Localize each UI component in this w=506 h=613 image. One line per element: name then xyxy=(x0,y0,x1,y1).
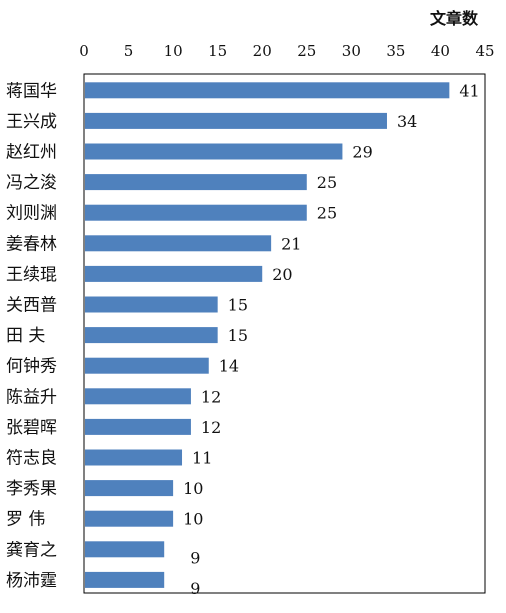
bar xyxy=(85,510,174,527)
bar xyxy=(85,541,165,558)
category-label: 罗 伟 xyxy=(6,510,45,530)
bar xyxy=(85,265,263,282)
data-label: 34 xyxy=(397,112,417,131)
x-tick-label: 5 xyxy=(124,42,134,60)
data-label: 12 xyxy=(201,387,221,406)
x-tick-label: 15 xyxy=(208,42,227,60)
category-label: 符志良 xyxy=(6,449,57,469)
data-label: 20 xyxy=(272,265,292,284)
category-label: 刘则渊 xyxy=(6,204,57,224)
x-tick-label: 30 xyxy=(342,42,361,60)
data-label: 25 xyxy=(317,204,337,223)
plot-area xyxy=(83,73,486,594)
x-tick-label: 10 xyxy=(164,42,183,60)
category-label: 王续琨 xyxy=(6,265,57,285)
bar xyxy=(85,357,209,374)
x-tick-label: 40 xyxy=(431,42,450,60)
category-label: 陈益升 xyxy=(6,387,57,407)
bar xyxy=(85,296,218,313)
x-tick-label: 35 xyxy=(386,42,405,60)
bar xyxy=(85,480,174,497)
x-tick-label: 45 xyxy=(475,42,494,60)
x-tick-label: 20 xyxy=(253,42,272,60)
bar xyxy=(85,204,307,221)
data-label: 14 xyxy=(219,357,239,376)
x-axis-title: 文章数 xyxy=(430,9,479,28)
data-label: 21 xyxy=(281,234,301,253)
category-label: 田 夫 xyxy=(6,326,45,346)
category-label: 冯之浚 xyxy=(6,173,57,193)
category-label: 杨沛霆 xyxy=(6,571,57,591)
x-tick-label: 0 xyxy=(79,42,89,60)
category-label: 王兴成 xyxy=(6,112,57,132)
data-label: 10 xyxy=(183,479,203,498)
data-label: 12 xyxy=(201,418,221,437)
bar xyxy=(85,174,307,191)
data-label: 9 xyxy=(190,579,200,598)
bar xyxy=(85,418,191,435)
category-label: 何钟秀 xyxy=(6,357,57,377)
bar xyxy=(85,327,218,344)
bar xyxy=(85,235,272,252)
bar xyxy=(85,388,191,405)
category-label: 张碧晖 xyxy=(6,418,57,438)
bar xyxy=(85,571,165,588)
category-label: 赵红州 xyxy=(6,143,57,163)
data-label: 29 xyxy=(352,143,372,162)
category-label: 关西普 xyxy=(6,296,57,316)
category-label: 李秀果 xyxy=(6,479,57,499)
data-label: 15 xyxy=(228,296,248,315)
category-label: 蒋国华 xyxy=(6,81,57,101)
data-label: 41 xyxy=(459,81,479,100)
data-label: 25 xyxy=(317,173,337,192)
category-label: 龚育之 xyxy=(6,540,57,560)
data-label: 15 xyxy=(228,326,248,345)
bar xyxy=(85,143,343,160)
bar xyxy=(85,82,450,99)
x-tick-label: 25 xyxy=(297,42,316,60)
data-label: 9 xyxy=(190,548,200,567)
category-label: 姜春林 xyxy=(6,234,57,254)
data-label: 11 xyxy=(192,449,212,468)
bar xyxy=(85,449,183,466)
bar xyxy=(85,112,387,129)
data-label: 10 xyxy=(183,510,203,529)
